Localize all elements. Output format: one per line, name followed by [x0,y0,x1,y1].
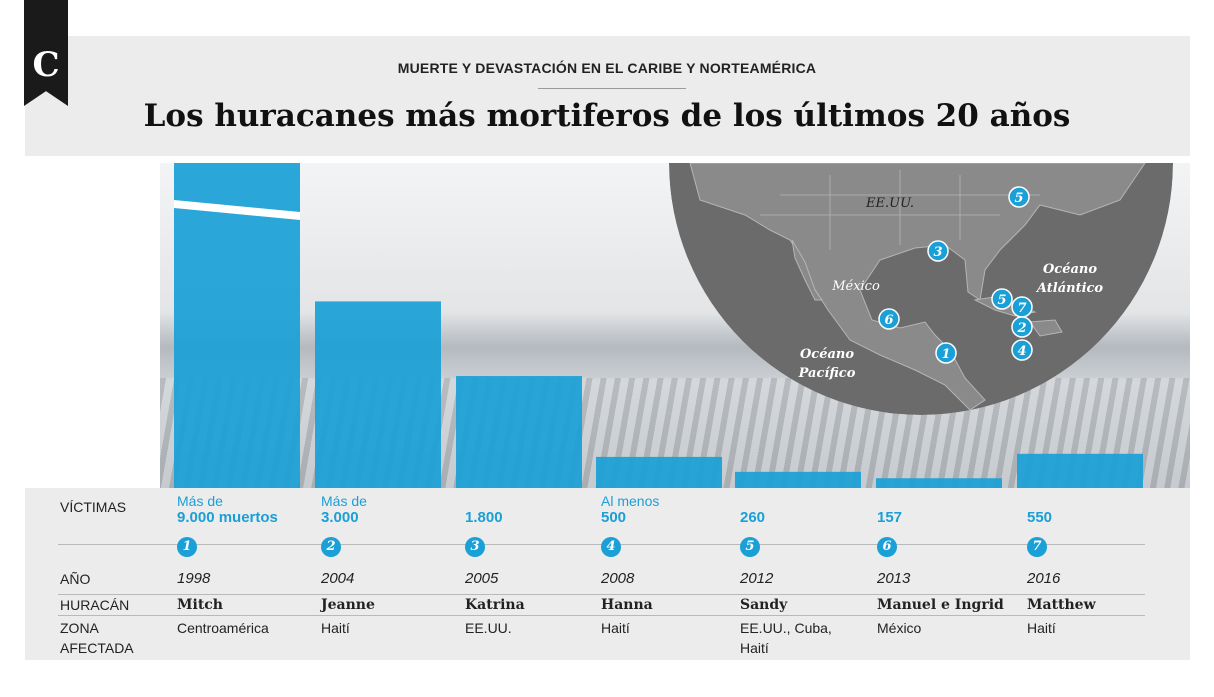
map-marker-7 [935,342,957,364]
hurricane-number-5: 5 [740,537,760,557]
hurricane-name-5: Sandy [740,597,788,613]
hurricane-year-1: 1998 [177,570,211,587]
bar-break-slash [174,200,300,220]
bar-manuel-e-ingrid [876,478,1002,488]
hurricane-name-1: Mitch [177,597,223,613]
map-label-mexico: México [831,279,880,294]
map-label-pacific-2: Pacífico [798,366,856,381]
map-inner [669,163,1173,415]
logo-c-icon: C [24,0,68,106]
map-label-atlantic-1: Océano [1043,262,1097,277]
map-marker-5 [1011,316,1033,338]
map-marker-6 [878,308,900,330]
map-marker-label-2: 3 [933,245,942,260]
victims-prefix-4: Al menos [601,493,660,509]
hurricane-year-5: 2012 [740,570,774,587]
hurricane-zone-2-1: Haití [321,620,350,636]
victims-value-5: 260 [740,509,766,526]
hurricane-year-2: 2004 [321,570,355,587]
label-afectada: AFECTADA [60,640,134,656]
map-ocean [669,163,1173,415]
hurricane-year-3: 2005 [465,570,499,587]
map-label-pacific-1: Océano [800,347,854,362]
bar-sandy [735,471,861,488]
hurricane-name-3: Katrina [465,597,525,613]
hurricane-zone-4-1: Haití [601,620,630,636]
bar-katrina [456,376,582,488]
victims-value-3: 1.800 [465,509,503,526]
hurricane-year-4: 2008 [601,570,635,587]
hurricane-zone-5-2: Haití [740,640,769,656]
victims-prefix-2: Más de [321,493,367,509]
hurricane-year-7: 2016 [1027,570,1061,587]
map-marker-8 [1011,339,1033,361]
map-marker-label-6: 6 [884,313,893,328]
map-marker-1 [1008,186,1030,208]
map-marker-3 [991,288,1013,310]
label-anio: AÑO [60,571,91,587]
bar-matthew [1017,453,1143,488]
map-marker-label-4: 7 [1017,301,1026,316]
hurricane-zone-1-1: Centroamérica [177,620,269,636]
divider-huracan [58,615,1145,616]
data-table [25,488,1190,660]
map-marker-2 [927,240,949,262]
hurricane-number-4: 4 [601,537,621,557]
hurricane-number-7: 7 [1027,537,1047,557]
hurricane-name-7: Matthew [1027,597,1096,613]
hurricane-name-6: Manuel e Ingrid [877,597,1004,613]
label-zona: ZONA [60,620,99,636]
hurricane-number-3: 3 [465,537,485,557]
victims-value-1: 9.000 muertos [177,509,278,526]
map-marker-label-5: 2 [1016,321,1026,336]
hurricane-number-2: 2 [321,537,341,557]
map-marker-label-7: 1 [941,347,950,362]
victims-value-7: 550 [1027,509,1053,526]
hurricane-zone-5-1: EE.UU., Cuba, [740,620,832,636]
map-land-hispaniola [1029,319,1063,337]
map-marker-label-1: 5 [1014,191,1023,206]
victims-value-2: 3.000 [321,509,359,526]
bar-hanna [596,456,722,488]
victims-value-4: 500 [601,509,627,526]
header-band [25,36,1190,156]
map-marker-label-3: 5 [997,293,1006,308]
bar-jeanne [315,301,441,488]
hurricane-zone-3-1: EE.UU. [465,620,512,636]
hurricane-number-6: 6 [877,537,897,557]
hurricane-name-2: Jeanne [321,597,375,613]
map-label-atlantic-2: Atlántico [1035,281,1104,296]
divider-anio [58,594,1145,595]
hurricane-name-4: Hanna [601,597,653,613]
hurricane-year-6: 2013 [877,570,911,587]
page-title: Los huracanes más mortiferos de los últi… [143,98,1071,134]
map-label-usa: EE.UU. [865,196,914,211]
hurricane-number-1: 1 [177,537,197,557]
label-huracan: HURACÁN [60,597,130,613]
hurricane-zone-7-1: Haití [1027,620,1056,636]
map: EE.UU. México Océano Atlántico Océano Pacífic… [669,163,1173,415]
map-marker-label-8: 4 [1017,344,1026,359]
header-rule [538,88,686,89]
label-victimas: VÍCTIMAS [60,499,127,515]
map-land-baja [791,239,823,301]
victims-prefix-1: Más de [177,493,223,509]
map-borders [760,170,1040,250]
kicker: MUERTE Y DEVASTACIÓN EN EL CARIBE Y NORT… [397,60,817,76]
hurricane-zone-6-1: México [877,620,922,636]
victims-value-6: 157 [877,509,903,526]
